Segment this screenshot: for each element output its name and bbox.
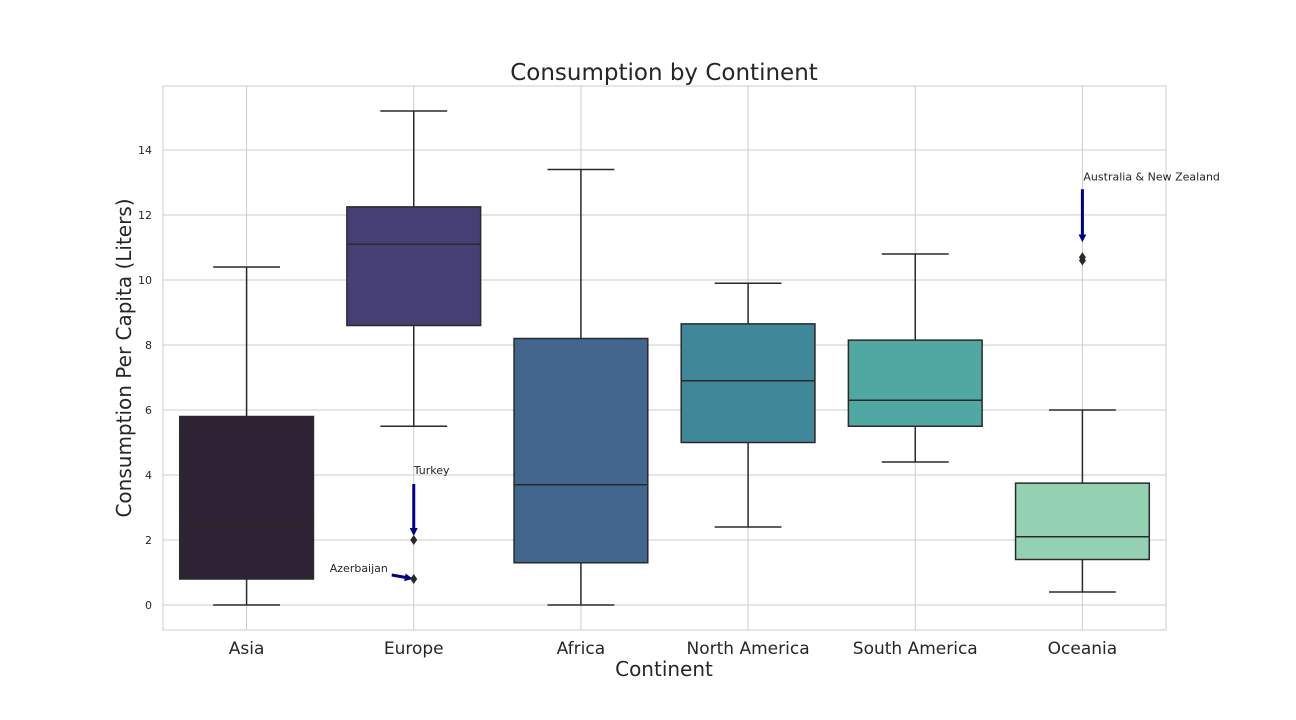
y-tick-labels: 0 2 4 6 8 10 12 14 [138, 144, 152, 612]
x-tick-label: North America [687, 639, 810, 659]
x-tick-label: South America [853, 639, 978, 659]
box-group [513, 168, 649, 606]
box-iqr [513, 337, 649, 564]
y-tick-label: 12 [138, 209, 152, 222]
annotation-label: Turkey [413, 464, 450, 477]
box-iqr [1014, 482, 1151, 561]
y-tick-label: 6 [145, 404, 152, 417]
annotation: Azerbaijan [330, 562, 413, 582]
box-group [1014, 252, 1151, 593]
y-tick-label: 14 [138, 144, 152, 157]
plot-area [162, 85, 1167, 631]
box-group [346, 110, 482, 584]
y-axis-title: Consumption Per Capita (Liters) [112, 198, 136, 517]
annotation: Turkey [409, 464, 450, 536]
annotation-layer: Turkey Azerbaijan Australia & New Zealand [330, 170, 1220, 582]
x-tick-label: Africa [557, 639, 606, 659]
annotation-label: Azerbaijan [330, 562, 388, 575]
annotation-label: Australia & New Zealand [1083, 170, 1220, 183]
chart-title: Consumption by Continent [510, 60, 818, 86]
y-tick-label: 4 [145, 469, 152, 482]
x-axis-title: Continent [615, 657, 713, 681]
box-iqr [847, 339, 983, 427]
box-iqr [178, 415, 315, 580]
box-group [680, 282, 816, 528]
box-group [847, 253, 983, 463]
outlier-point [1078, 255, 1086, 266]
box-iqr [680, 323, 816, 444]
y-tick-label: 10 [138, 274, 152, 287]
box-group [178, 266, 315, 606]
x-tick-label: Oceania [1048, 639, 1118, 659]
y-tick-label: 8 [145, 339, 152, 352]
annotation-arrow [391, 573, 413, 582]
y-tick-label: 2 [145, 534, 152, 547]
y-tick-label: 0 [145, 599, 152, 612]
annotation: Australia & New Zealand [1078, 170, 1220, 243]
x-tick-labels: Asia Europe Africa North America South Ameri… [229, 639, 1117, 659]
x-tick-label: Asia [229, 639, 265, 659]
box-iqr [346, 206, 482, 327]
box-layer [178, 110, 1151, 606]
outlier-point [410, 535, 418, 545]
x-tick-label: Europe [384, 639, 444, 659]
